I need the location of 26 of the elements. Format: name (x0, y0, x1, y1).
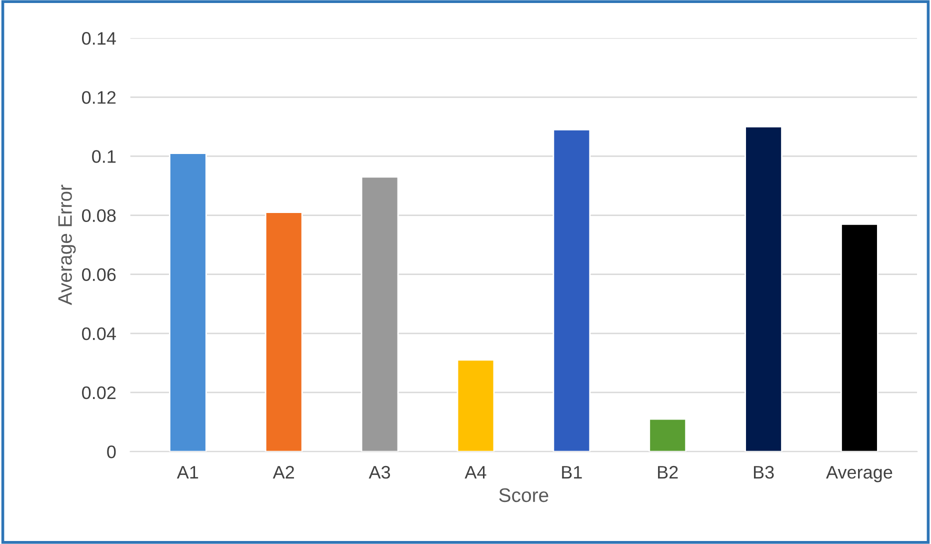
x-tick-label: B3 (754, 466, 774, 479)
bar (552, 128, 591, 452)
bar (840, 223, 878, 452)
y-axis-title: Average Error (58, 184, 76, 306)
y-tick-label: 0.1 (92, 150, 116, 163)
bar (360, 176, 399, 452)
x-tick-label: A3 (368, 466, 390, 479)
y-tick-label: 0.08 (82, 209, 116, 222)
x-tick-label: B2 (658, 466, 678, 478)
y-tick-label: 0.06 (82, 268, 116, 282)
y-tick-label: 0.04 (82, 327, 116, 340)
bar (264, 212, 303, 452)
x-tick-label: Average (826, 466, 892, 482)
bar (648, 418, 687, 452)
bar (456, 359, 495, 452)
y-tick-label: 0.14 (82, 32, 116, 45)
x-tick-label: A4 (464, 466, 486, 478)
x-tick-label: A1 (176, 466, 198, 478)
x-axis-title: Score (499, 488, 548, 502)
y-tick-label: 0 (107, 445, 116, 458)
y-tick-label: 0.12 (82, 91, 116, 104)
bar (744, 126, 782, 452)
bar (168, 152, 207, 452)
x-tick-label: B1 (562, 466, 582, 478)
y-tick-label: 0.02 (82, 386, 116, 400)
x-tick-label: A2 (272, 466, 294, 478)
